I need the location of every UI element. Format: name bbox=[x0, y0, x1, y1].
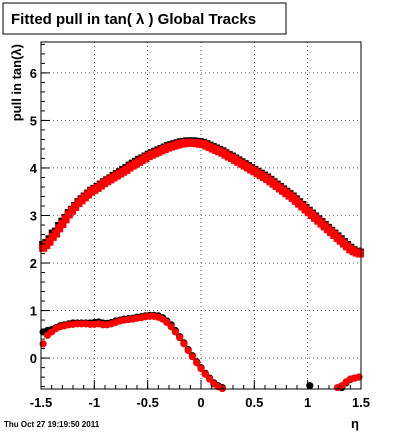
data-point bbox=[167, 323, 175, 331]
data-point bbox=[197, 364, 205, 373]
y-axis-label: pull in tan(λ) bbox=[9, 44, 24, 121]
x-tick-label: -1.5 bbox=[30, 395, 52, 410]
x-tick-label: 1 bbox=[304, 395, 311, 410]
axis-ticks bbox=[40, 43, 362, 389]
chart-title: Fitted pull in tan( λ ) Global Tracks bbox=[11, 11, 256, 28]
data-point bbox=[61, 215, 70, 224]
data-points bbox=[39, 137, 364, 393]
timestamp-footer: Thu Oct 27 19:19:50 2011 bbox=[4, 420, 100, 429]
y-tick-labels: 0 1 2 3 4 5 6 bbox=[30, 66, 38, 366]
x-tick-label: 0.5 bbox=[245, 395, 263, 410]
y-tick-label: 5 bbox=[30, 113, 37, 128]
x-tick-label: 0 bbox=[197, 395, 204, 410]
y-tick-label: 4 bbox=[30, 161, 38, 176]
x-tick-labels: -1.5 -1 -0.5 0 0.5 1 1.5 bbox=[30, 395, 370, 410]
y-tick-label: 6 bbox=[30, 66, 37, 81]
y-tick-label: 0 bbox=[30, 351, 37, 366]
data-point bbox=[180, 340, 188, 348]
data-point bbox=[355, 249, 364, 258]
x-axis-label: η bbox=[351, 416, 359, 431]
data-point bbox=[193, 359, 201, 367]
series-1 bbox=[39, 138, 364, 258]
data-point bbox=[51, 229, 60, 238]
data-point bbox=[176, 334, 184, 342]
x-tick-label: 1.5 bbox=[352, 395, 370, 410]
title-box: Fitted pull in tan( λ ) Global Tracks bbox=[2, 2, 287, 35]
x-tick-label: -1 bbox=[89, 395, 101, 410]
y-tick-label: 3 bbox=[30, 209, 37, 224]
data-point bbox=[188, 353, 197, 361]
data-point bbox=[45, 237, 54, 246]
data-point bbox=[58, 220, 67, 229]
x-tick-label: -0.5 bbox=[136, 395, 158, 410]
data-point bbox=[171, 328, 179, 336]
grid bbox=[40, 42, 362, 389]
data-point bbox=[205, 375, 214, 383]
data-point bbox=[184, 346, 192, 355]
data-point bbox=[201, 370, 209, 378]
y-tick-label: 1 bbox=[30, 304, 37, 319]
data-point bbox=[55, 224, 64, 233]
y-tick-label: 2 bbox=[30, 256, 37, 271]
series-3 bbox=[39, 312, 363, 393]
